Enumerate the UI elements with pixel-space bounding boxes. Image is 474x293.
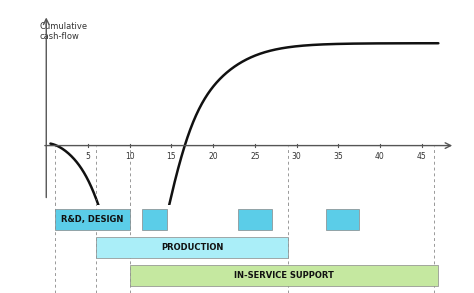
Bar xyxy=(55,209,130,230)
Text: IN-SERVICE SUPPORT: IN-SERVICE SUPPORT xyxy=(234,271,334,280)
Bar xyxy=(96,237,288,258)
Text: 5: 5 xyxy=(85,152,91,161)
Text: 30: 30 xyxy=(292,152,301,161)
Text: 40: 40 xyxy=(375,152,385,161)
Text: 25: 25 xyxy=(250,152,260,161)
Text: 15: 15 xyxy=(166,152,176,161)
Text: 20: 20 xyxy=(208,152,218,161)
Text: 45: 45 xyxy=(417,152,427,161)
Bar xyxy=(130,265,438,286)
Text: 35: 35 xyxy=(333,152,343,161)
Text: 10: 10 xyxy=(125,152,135,161)
Text: Cumulative
cash-flow: Cumulative cash-flow xyxy=(40,22,88,41)
Bar xyxy=(142,209,167,230)
Text: R&D, DESIGN: R&D, DESIGN xyxy=(61,215,123,224)
Bar xyxy=(238,209,272,230)
Text: PRODUCTION: PRODUCTION xyxy=(161,243,223,252)
Bar xyxy=(326,209,359,230)
